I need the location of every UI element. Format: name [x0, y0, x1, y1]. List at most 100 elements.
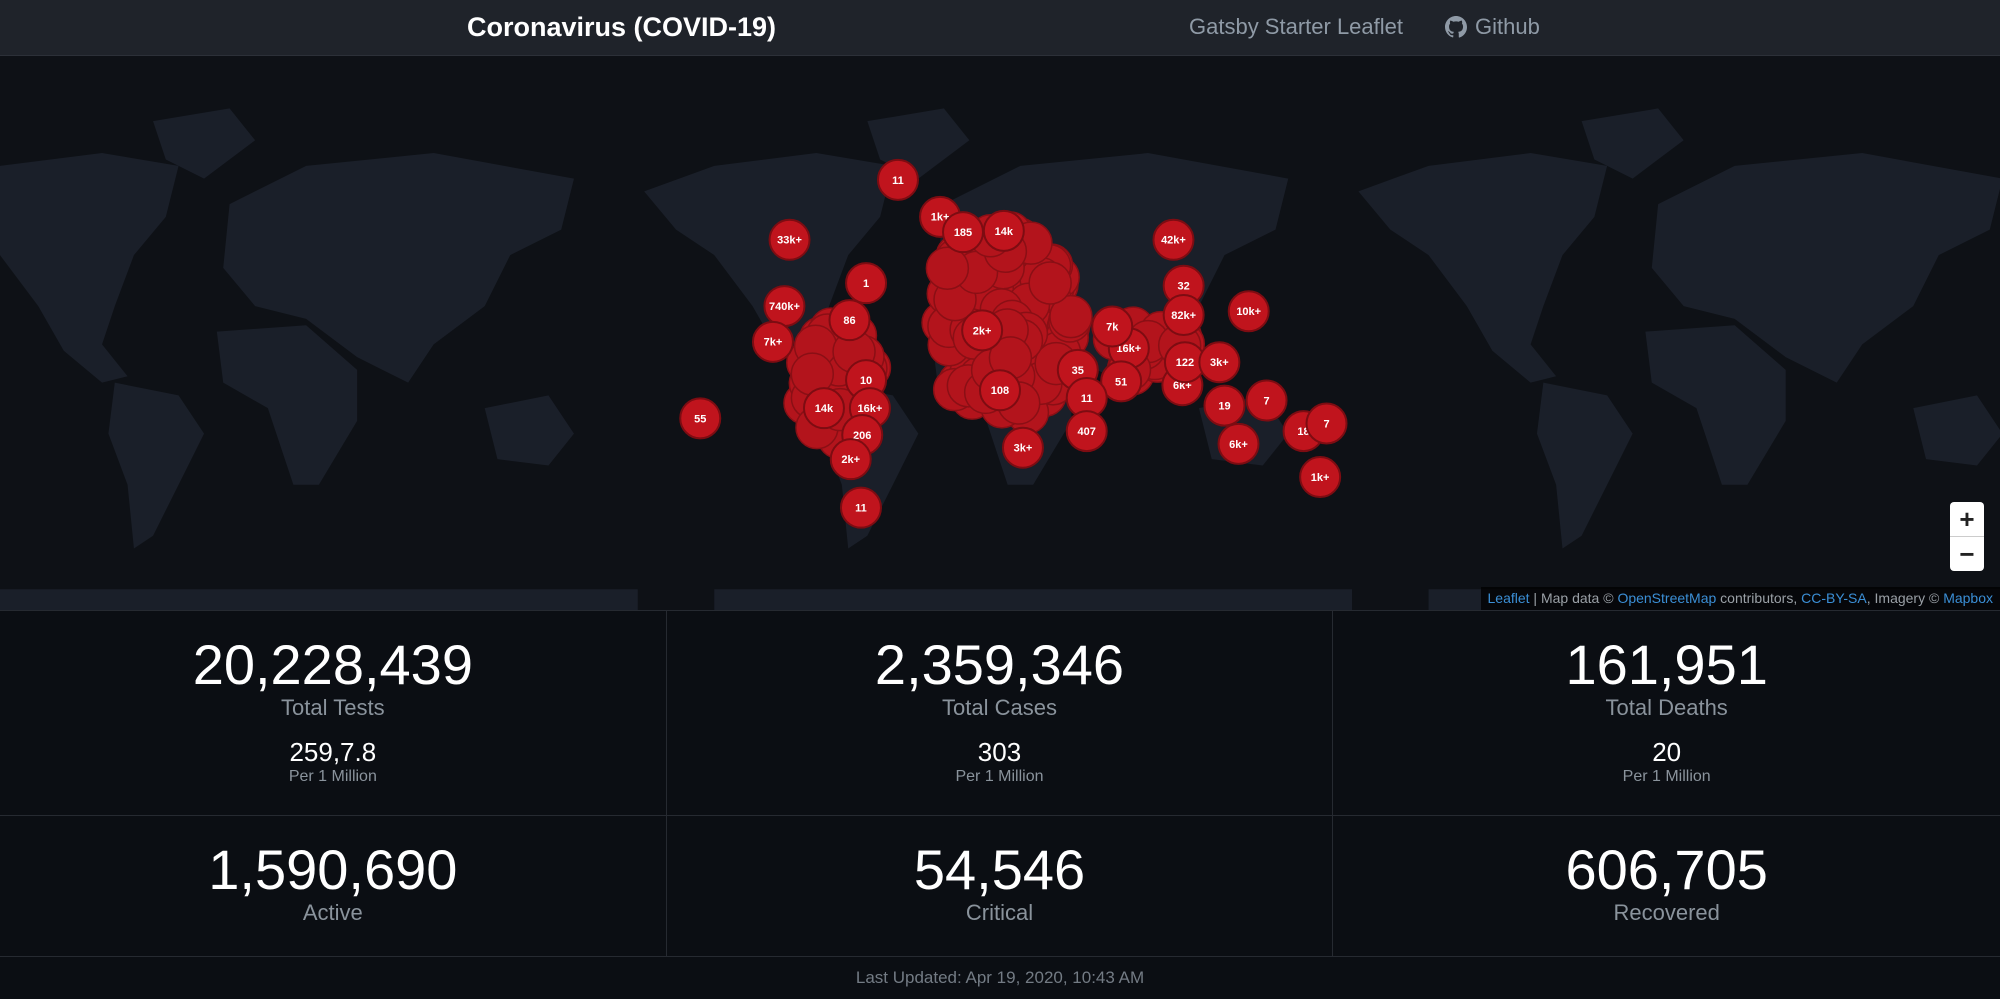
stats-grid: 20,228,439 Total Tests 259,7.8 Per 1 Millio…	[0, 610, 2000, 956]
stat-value: 1,590,690	[208, 838, 458, 901]
marker-label: 407	[1078, 426, 1096, 438]
stat-label: Total Deaths	[1605, 695, 1728, 720]
case-marker[interactable]	[829, 438, 872, 481]
stat-cell: 54,546 Critical	[666, 815, 1334, 956]
stat-cell: 2,359,346 Total Cases 303 Per 1 Million	[666, 610, 1334, 815]
page-title: Coronavirus (COVID-19)	[467, 12, 777, 42]
marker-label: 19	[1218, 401, 1230, 413]
case-marker[interactable]	[876, 158, 919, 201]
stat-cell: 161,951 Total Deaths 20 Per 1 Million	[1333, 610, 2000, 815]
stat-value: 161,951	[1565, 633, 1768, 696]
marker-label: 1k+	[931, 212, 950, 224]
stat-value: 20,228,439	[192, 633, 473, 696]
footer: Last Updated: Apr 19, 2020, 10:43 AM	[0, 956, 2000, 999]
case-marker[interactable]	[1091, 305, 1134, 348]
attr-text: , Imagery ©	[1866, 590, 1944, 606]
attribution: Leaflet | Map data © OpenStreetMap contr…	[1480, 587, 2000, 610]
case-marker[interactable]	[1227, 290, 1270, 333]
marker-label: 10k+	[1236, 306, 1261, 318]
markers: 11 1k+ 185 14k 33k+ 42k+ 1 32 740k+ 86 82k+ 10k+ 7k+…	[679, 158, 1348, 529]
stat-label: Active	[302, 900, 363, 925]
cluster-marker	[1049, 294, 1093, 339]
attr-link[interactable]: Leaflet	[1487, 590, 1530, 606]
marker-label: 51	[1115, 376, 1127, 388]
cluster-marker	[925, 246, 970, 290]
nav-link[interactable]: Gatsby Starter Leaflet	[1189, 14, 1403, 39]
marker-label: 32	[1178, 281, 1190, 293]
stat-cell: 20,228,439 Total Tests 259,7.8 Per 1 Millio…	[0, 610, 667, 815]
marker-label: 86	[843, 315, 855, 327]
marker-label: 7k+	[764, 337, 783, 349]
marker-label: 2k+	[841, 454, 860, 466]
case-marker[interactable]	[1299, 456, 1342, 499]
map[interactable]: 11 1k+ 185 14k 33k+ 42k+ 1 32 740k+ 86 82k+ 10k+ 7k+…	[0, 56, 2000, 610]
case-marker[interactable]	[1198, 341, 1241, 384]
marker-label: 1	[863, 278, 869, 290]
case-marker[interactable]	[1245, 379, 1288, 422]
case-marker[interactable]	[1162, 294, 1205, 337]
marker-label: 16k+	[1116, 343, 1141, 355]
map-canvas: 11 1k+ 185 14k 33k+ 42k+ 1 32 740k+ 86 82k+ 10k+ 7k+…	[0, 108, 2000, 610]
marker-label: 206	[853, 430, 871, 442]
stat-value: 2,359,346	[874, 633, 1125, 696]
stat-cell: 606,705 Recovered	[1333, 815, 2000, 956]
marker-label: 11	[892, 175, 904, 187]
marker-label: 33k+	[777, 235, 802, 247]
marker-label: 42k+	[1161, 235, 1186, 247]
case-marker[interactable]	[802, 387, 845, 430]
cluster-marker	[1028, 261, 1072, 305]
zoom-out[interactable]: −	[1950, 537, 1984, 571]
case-marker[interactable]	[1152, 218, 1195, 261]
marker-label: 740k+	[769, 301, 800, 313]
stat-per-label: Per 1 Million	[955, 768, 1044, 785]
marker-label: 14k	[815, 403, 834, 415]
stat-cell: 1,590,690 Active	[0, 815, 667, 956]
attr-link[interactable]: OpenStreetMap	[1617, 590, 1717, 606]
marker-label: 185	[954, 227, 972, 239]
case-marker[interactable]	[845, 262, 888, 305]
case-marker[interactable]	[1217, 422, 1260, 465]
attr-text: contributors,	[1716, 590, 1802, 606]
case-marker[interactable]	[679, 397, 722, 440]
marker-label: 10	[860, 375, 872, 387]
marker-label: 55	[694, 413, 706, 425]
stat-label: Total Cases	[942, 695, 1057, 720]
stat-per-million: 303	[977, 737, 1022, 767]
stat-per-million: 20	[1652, 737, 1682, 767]
marker-label: 3k+	[1210, 357, 1229, 369]
nav-link[interactable]: Github	[1445, 14, 1540, 40]
case-marker[interactable]	[768, 218, 811, 261]
marker-label: 3k+	[1014, 443, 1033, 455]
case-marker[interactable]	[1100, 360, 1143, 403]
marker-label: 82k+	[1171, 310, 1196, 322]
marker-label: 16k+	[858, 403, 883, 415]
case-marker[interactable]	[1305, 402, 1348, 445]
case-marker[interactable]	[839, 486, 882, 529]
marker-label: 6k+	[1229, 439, 1248, 451]
marker-label: 122	[1176, 357, 1194, 369]
attr-link[interactable]: Mapbox	[1943, 590, 1993, 606]
stat-label: Critical	[965, 900, 1034, 925]
github-icon	[1445, 16, 1467, 38]
case-marker[interactable]	[751, 320, 794, 363]
case-marker[interactable]	[1065, 410, 1108, 453]
marker-label: 35	[1072, 365, 1084, 377]
marker-label: 11	[1081, 393, 1093, 405]
stat-per-label: Per 1 Million	[1622, 768, 1711, 785]
stat-per-million: 259,7.8	[289, 737, 377, 767]
case-marker[interactable]	[1203, 384, 1246, 427]
case-marker[interactable]	[828, 299, 871, 342]
case-marker[interactable]	[982, 209, 1025, 252]
case-marker[interactable]	[978, 369, 1021, 412]
attr-link[interactable]: CC-BY-SA	[1801, 590, 1867, 606]
stat-label: Total Tests	[281, 695, 385, 720]
zoom-in[interactable]: +	[1950, 502, 1984, 537]
stat-value: 606,705	[1565, 838, 1768, 901]
marker-label: 11	[855, 503, 867, 515]
case-marker[interactable]	[961, 309, 1004, 352]
case-marker[interactable]	[1001, 426, 1044, 469]
stat-per-label: Per 1 Million	[288, 768, 377, 785]
marker-label: 2k+	[973, 325, 992, 337]
marker-label: 108	[991, 385, 1009, 397]
